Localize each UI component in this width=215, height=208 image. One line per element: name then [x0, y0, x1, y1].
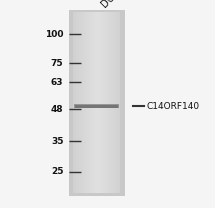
Bar — [98, 12, 100, 193]
Bar — [73, 12, 75, 193]
Bar — [119, 12, 120, 193]
Bar — [95, 12, 97, 193]
Bar — [81, 12, 83, 193]
Bar — [74, 104, 119, 108]
Bar — [97, 12, 98, 193]
Text: C14ORF140: C14ORF140 — [146, 102, 199, 111]
Bar — [109, 12, 111, 193]
Bar — [105, 12, 106, 193]
Bar — [92, 12, 94, 193]
Text: 25: 25 — [51, 167, 63, 176]
Bar — [83, 12, 84, 193]
Bar — [69, 10, 125, 196]
Text: 35: 35 — [51, 137, 63, 146]
Bar — [91, 12, 92, 193]
Bar — [75, 12, 76, 193]
Bar — [106, 12, 108, 193]
Bar — [79, 12, 81, 193]
Bar — [114, 12, 116, 193]
Bar — [111, 12, 112, 193]
Bar — [84, 12, 86, 193]
Bar — [100, 12, 101, 193]
Bar — [89, 12, 91, 193]
Bar — [116, 12, 117, 193]
Bar — [117, 12, 119, 193]
Bar — [76, 12, 78, 193]
Bar — [112, 12, 114, 193]
Bar — [75, 105, 118, 108]
Bar — [73, 12, 120, 193]
Text: 100: 100 — [45, 30, 63, 39]
Bar — [103, 12, 105, 193]
Bar — [101, 12, 103, 193]
Bar — [87, 12, 89, 193]
Bar — [108, 12, 109, 193]
Bar — [86, 12, 87, 193]
Text: DU145: DU145 — [99, 0, 129, 9]
Bar — [94, 12, 95, 193]
Text: 48: 48 — [51, 105, 63, 114]
Text: 63: 63 — [51, 78, 63, 87]
Bar — [78, 12, 79, 193]
Text: 75: 75 — [51, 59, 63, 68]
